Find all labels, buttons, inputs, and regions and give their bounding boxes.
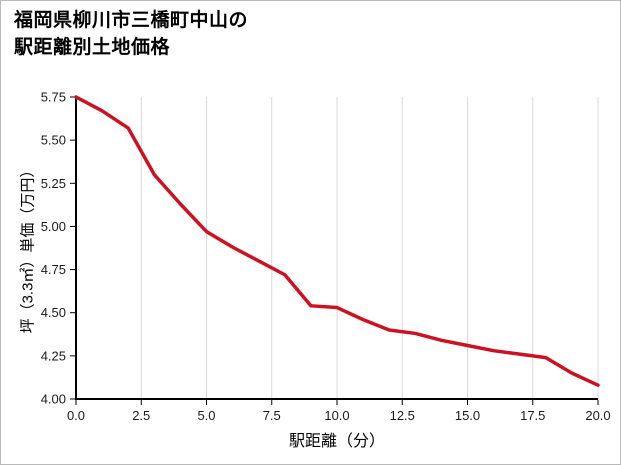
chart-title-line2: 駅距離別土地価格: [14, 36, 171, 58]
chart-title-line1: 福岡県柳川市三橋町中山の: [14, 10, 249, 31]
x-tick-label: 15.0: [455, 408, 480, 423]
y-tick-label: 5.00: [41, 219, 66, 234]
chart-title: 福岡県柳川市三橋町中山の 駅距離別土地価格: [14, 8, 248, 62]
x-axis-label: 駅距離（分）: [288, 433, 386, 450]
x-tick-label: 17.5: [520, 408, 545, 423]
x-tick-label: 2.5: [132, 408, 150, 423]
x-tick-label: 0.0: [67, 408, 85, 423]
x-tick-label: 20.0: [585, 408, 610, 423]
y-tick-label: 4.00: [41, 392, 66, 407]
y-tick-label: 4.75: [41, 262, 66, 277]
x-tick-label: 10.0: [324, 408, 349, 423]
x-tick-label: 5.0: [197, 408, 215, 423]
y-tick-label: 5.75: [41, 90, 66, 105]
x-tick-label: 7.5: [263, 408, 281, 423]
price-line: [74, 95, 600, 387]
y-tick-label: 4.50: [41, 305, 66, 320]
x-tick-label: 12.5: [390, 408, 415, 423]
y-tick-label: 4.25: [41, 348, 66, 363]
y-tick-label: 5.50: [41, 133, 66, 148]
y-tick-label: 5.25: [41, 176, 66, 191]
